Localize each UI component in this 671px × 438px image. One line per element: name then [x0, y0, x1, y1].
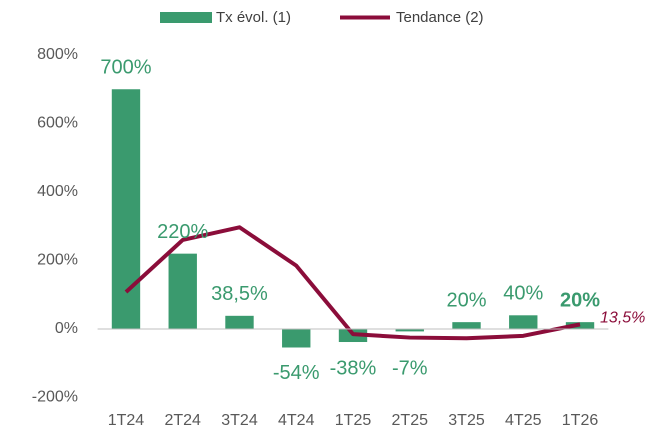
- y-tick-label: 0%: [55, 320, 78, 337]
- data-label: 700%: [100, 57, 151, 79]
- y-tick-label: -200%: [32, 389, 78, 406]
- data-label: -38%: [330, 357, 377, 379]
- data-label: 220%: [157, 221, 208, 243]
- bar: [282, 329, 311, 348]
- x-tick-label: 2T24: [164, 412, 201, 429]
- x-tick-label: 1T26: [562, 412, 599, 429]
- bar: [509, 315, 538, 329]
- x-tick-label: 3T24: [221, 412, 258, 429]
- data-label: 38,5%: [211, 283, 268, 305]
- bar: [225, 315, 254, 329]
- trend-line: [124, 225, 581, 341]
- bar: [395, 329, 424, 332]
- data-label: 13,5%: [600, 310, 645, 327]
- x-tick-label: 1T24: [108, 412, 145, 429]
- data-label: -54%: [273, 362, 320, 384]
- x-tick-label: 2T25: [392, 412, 429, 429]
- y-tick-label: 600%: [37, 115, 78, 132]
- data-label: 20%: [560, 289, 600, 311]
- x-tick-label: 1T25: [335, 412, 372, 429]
- bar: [168, 253, 197, 329]
- legend-label: Tendance (2): [396, 9, 484, 26]
- x-tick-label: 4T24: [278, 412, 315, 429]
- data-label: 40%: [503, 283, 543, 305]
- x-tick-label: 3T25: [448, 412, 485, 429]
- data-label: 20%: [446, 289, 486, 311]
- legend-swatch: [160, 12, 212, 23]
- data-label: -7%: [392, 357, 428, 379]
- legend-label: Tx évol. (1): [216, 9, 291, 26]
- y-tick-label: 800%: [37, 46, 78, 63]
- bar: [452, 322, 481, 329]
- y-tick-label: 400%: [37, 183, 78, 200]
- bar: [111, 89, 141, 329]
- y-tick-label: 200%: [37, 252, 78, 269]
- x-tick-label: 4T25: [505, 412, 542, 429]
